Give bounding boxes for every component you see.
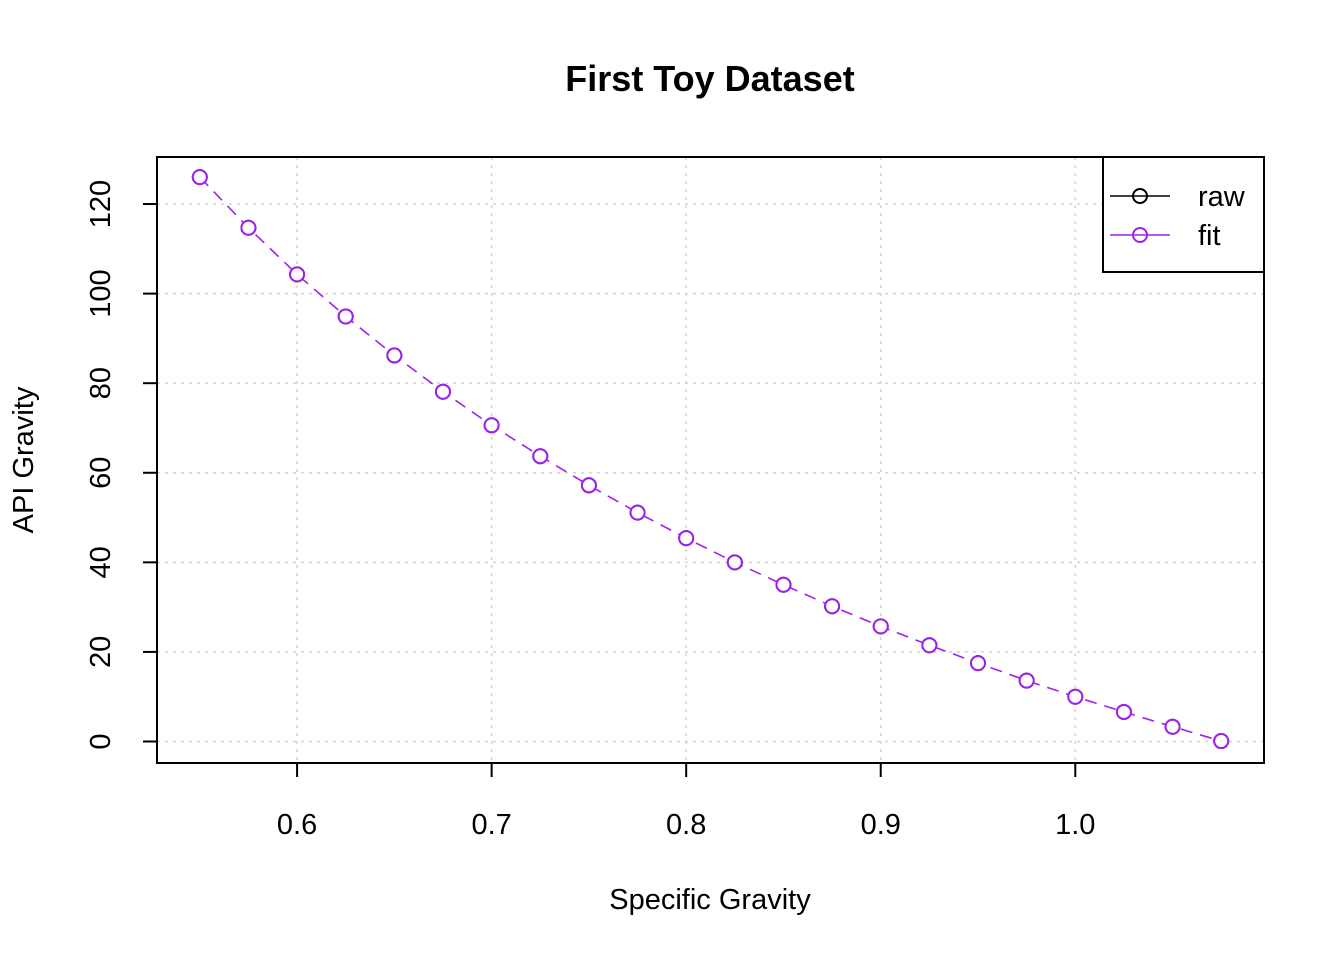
point-fit (580, 477, 597, 494)
legend-label-fit: fit (1198, 220, 1221, 252)
legend-marker-fit (1132, 227, 1148, 243)
point-fit (483, 417, 500, 434)
point-fit (1115, 703, 1132, 720)
x-tick-label: 0.9 (861, 809, 901, 841)
legend-box (1102, 156, 1265, 273)
y-axis: 0 20 40 60 80 100 120 (85, 180, 157, 750)
x-axis: 0.6 0.7 0.8 0.9 1.0 (277, 763, 1095, 841)
plot-frame (156, 156, 1265, 764)
series-fit (191, 169, 1230, 750)
legend-entry-fit: fit (1110, 220, 1221, 252)
y-tick-label: 120 (85, 180, 117, 228)
point-fit (824, 598, 841, 615)
point-fit (191, 169, 208, 186)
legend-entry-raw: raw (1110, 181, 1246, 213)
x-tick-label: 0.6 (277, 809, 317, 841)
series-raw (191, 169, 1230, 750)
point-fit (629, 504, 646, 521)
grid (157, 157, 1264, 763)
point-fit (678, 530, 695, 547)
x-tick-label: 0.7 (471, 809, 511, 841)
series-layer (191, 169, 1230, 750)
y-axis-label: API Gravity (8, 386, 40, 533)
point-fit (289, 266, 306, 283)
point-fit (386, 347, 403, 364)
y-tick-label: 0 (85, 733, 117, 749)
point-fit (1018, 672, 1035, 689)
point-fit (1164, 718, 1181, 735)
y-tick-label: 40 (85, 546, 117, 578)
point-fit (970, 655, 987, 672)
point-fit (1213, 733, 1230, 750)
legend-label-raw: raw (1198, 181, 1246, 213)
point-fit (532, 448, 549, 465)
legend: raw fit (1102, 156, 1265, 273)
y-tick-label: 60 (85, 457, 117, 489)
point-fit (1067, 688, 1084, 705)
point-fit (921, 637, 938, 654)
point-fit (726, 554, 743, 571)
x-axis-label: Specific Gravity (609, 884, 811, 916)
x-tick-label: 1.0 (1055, 809, 1095, 841)
x-tick-label: 0.8 (666, 809, 706, 841)
point-fit (434, 383, 451, 400)
line-fit (199, 176, 1222, 742)
legend-marker-raw (1132, 188, 1148, 204)
point-fit (337, 308, 354, 325)
y-tick-label: 20 (85, 636, 117, 668)
chart-title: First Toy Dataset (565, 58, 854, 99)
point-fit (240, 219, 257, 236)
y-tick-label: 100 (85, 269, 117, 317)
point-fit (872, 618, 889, 635)
point-fit (775, 576, 792, 593)
y-tick-label: 80 (85, 367, 117, 399)
